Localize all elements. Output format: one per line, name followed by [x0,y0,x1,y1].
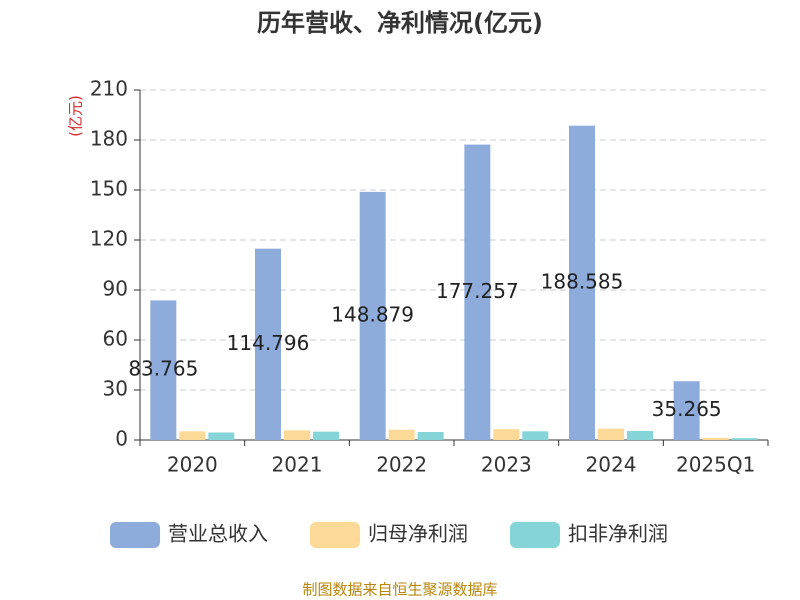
legend-label: 归母净利润 [368,522,468,546]
bar [313,431,339,440]
legend-swatch [110,522,160,548]
y-tick-label: 30 [103,377,128,401]
bar [569,125,595,441]
y-tick-label: 60 [103,327,128,351]
bar [702,437,729,440]
bar [731,438,758,440]
y-tick-label: 0 [115,427,128,451]
bar [417,432,444,440]
source-note: 制图数据来自恒生聚源数据库 [302,581,497,599]
bar [255,248,281,440]
bar [493,429,520,440]
y-tick-label: 150 [90,177,128,201]
value-label: 148.879 [331,302,414,326]
legend-label: 营业总收入 [168,522,268,546]
bar [627,431,653,440]
bar [598,428,624,440]
bar [208,432,235,440]
x-tick-label: 2021 [272,453,323,477]
bar [522,431,549,440]
bar [359,191,386,440]
bar [284,430,310,440]
x-tick-label: 2025Q1 [676,453,755,477]
y-tick-label: 120 [90,227,128,251]
x-tick-label: 2020 [167,453,218,477]
value-label: 188.585 [541,269,624,293]
y-axis-label: (亿元) [67,95,85,137]
y-tick-label: 210 [90,77,128,101]
chart-title: 历年营收、净利情况(亿元) [257,9,543,37]
legend-label: 扣非净利润 [568,522,668,546]
bar [673,381,700,440]
x-tick-label: 2023 [481,453,532,477]
x-tick-label: 2024 [586,453,637,477]
bar [388,429,415,440]
x-tick-label: 2022 [376,453,427,477]
legend-swatch [310,522,360,548]
value-label: 83.765 [128,357,198,381]
bar [150,300,177,440]
bar [179,431,206,440]
value-label: 114.796 [227,331,310,355]
legend-swatch [510,522,560,548]
value-label: 177.257 [436,279,519,303]
bar [464,144,491,441]
y-tick-label: 180 [90,127,128,151]
value-label: 35.265 [652,397,722,421]
y-tick-label: 90 [103,277,128,301]
